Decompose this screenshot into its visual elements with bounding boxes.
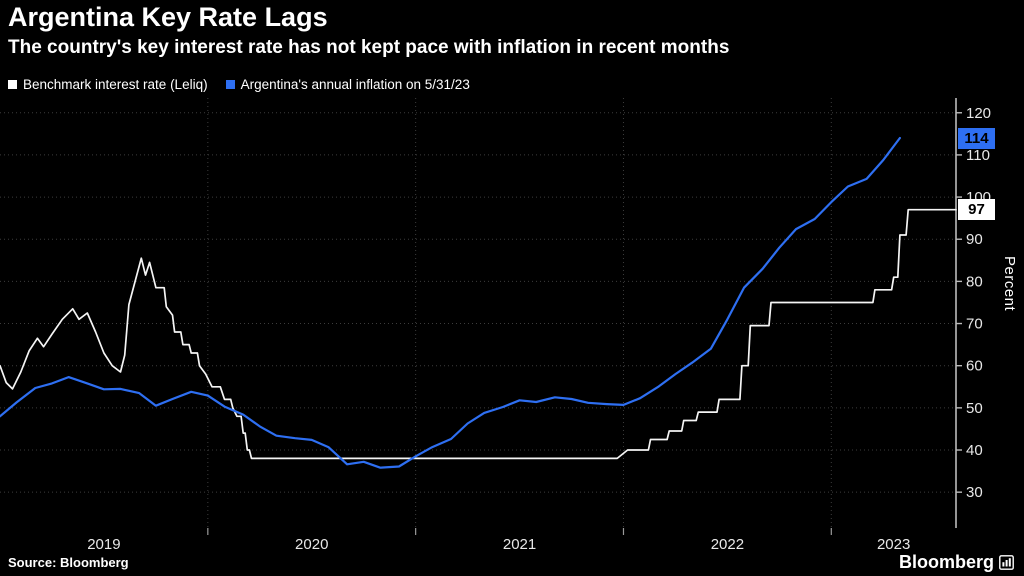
chart-title: Argentina Key Rate Lags bbox=[8, 2, 328, 32]
legend-label-benchmark: Benchmark interest rate (Leliq) bbox=[23, 77, 208, 92]
x-tick-2022: 2022 bbox=[710, 536, 745, 553]
svg-text:40: 40 bbox=[966, 442, 983, 459]
source-note: Source: Bloomberg bbox=[8, 555, 129, 570]
svg-text:120: 120 bbox=[966, 105, 991, 122]
svg-text:30: 30 bbox=[966, 484, 983, 501]
legend-item-benchmark-rate: Benchmark interest rate (Leliq) bbox=[8, 77, 208, 92]
legend-swatch-inflation-icon bbox=[225, 80, 235, 89]
svg-text:70: 70 bbox=[966, 316, 983, 333]
x-tick-2019: 2019 bbox=[87, 536, 121, 553]
svg-text:110: 110 bbox=[966, 147, 990, 164]
terminal-chart-icon bbox=[999, 555, 1014, 570]
svg-text:90: 90 bbox=[966, 231, 983, 248]
x-tick-2023: 2023 bbox=[876, 536, 911, 553]
line-chart: 30 40 50 60 70 80 90 100 110 120 2019 2020 2021 2022… bbox=[0, 98, 1024, 558]
chart-legend: Benchmark interest rate (Leliq) Argentin… bbox=[8, 77, 470, 92]
x-tick-2021: 2021 bbox=[502, 536, 537, 553]
last-value-chip-97: 97 bbox=[958, 199, 995, 221]
bloomberg-logo: Bloomberg bbox=[899, 552, 1014, 573]
legend-item-inflation: Argentina's annual inflation on 5/31/23 bbox=[225, 77, 470, 92]
svg-text:80: 80 bbox=[966, 273, 983, 290]
legend-swatch-benchmark-icon bbox=[8, 80, 17, 89]
svg-text:60: 60 bbox=[966, 358, 983, 375]
chart-subtitle: The country's key interest rate has not … bbox=[8, 37, 730, 58]
legend-label-inflation: Argentina's annual inflation on 5/31/23 bbox=[240, 77, 470, 92]
chart-footer: Source: Bloomberg Bloomberg bbox=[8, 552, 1014, 573]
y-axis-title: Percent bbox=[1001, 256, 1018, 312]
bloomberg-wordmark: Bloomberg bbox=[898, 552, 994, 572]
last-value-chip-114: 114 bbox=[958, 127, 995, 149]
x-tick-2020: 2020 bbox=[295, 536, 329, 553]
svg-text:50: 50 bbox=[966, 400, 983, 417]
